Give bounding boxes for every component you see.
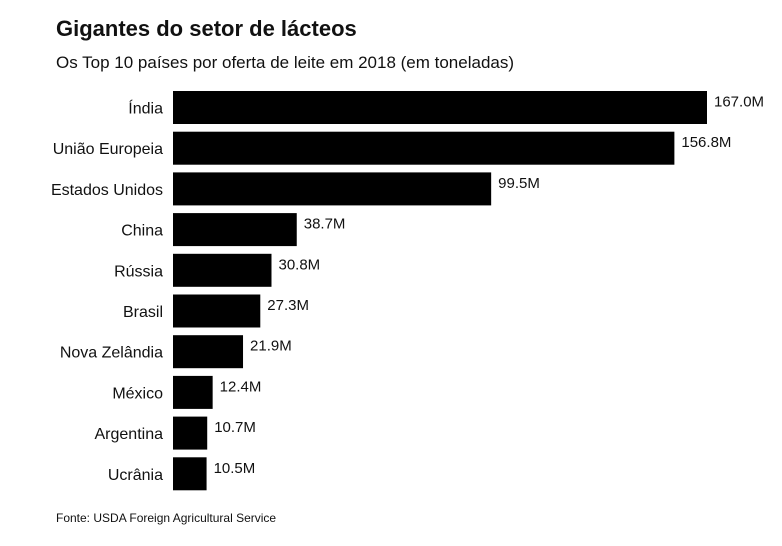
value-label-india: 167.0M <box>714 94 764 111</box>
bar-nova-zelandia <box>173 335 244 369</box>
category-label-russia: Rússia <box>114 263 163 280</box>
bar-india <box>173 91 707 124</box>
category-label-mexico: México <box>112 385 163 402</box>
category-label-uniao-europeia: União Europeia <box>53 141 163 158</box>
value-label-uniao-europeia: 156.8M <box>681 134 731 151</box>
category-label-nova-zelandia: Nova Zelândia <box>60 345 163 362</box>
category-label-china: China <box>121 223 163 240</box>
value-label-mexico: 12.4M <box>220 378 262 395</box>
bar-uniao-europeia <box>173 131 675 165</box>
value-label-argentina: 10.7M <box>214 419 256 436</box>
chart-subtitle: Os Top 10 países por oferta de leite em … <box>56 53 515 72</box>
bar-estados-unidos <box>173 172 492 206</box>
chart-title: Gigantes do setor de lácteos <box>56 16 357 41</box>
category-label-argentina: Argentina <box>95 426 164 443</box>
value-label-brasil: 27.3M <box>267 297 309 314</box>
value-label-ucrania: 10.5M <box>214 460 256 477</box>
bar-china <box>173 213 297 247</box>
bar-russia <box>173 253 272 287</box>
bar-mexico <box>173 375 213 409</box>
bar-brasil <box>173 294 261 328</box>
source-note: Fonte: USDA Foreign Agricultural Service <box>56 511 277 525</box>
category-label-brasil: Brasil <box>123 304 163 321</box>
bar-ucrania <box>173 457 207 491</box>
value-label-nova-zelandia: 21.9M <box>250 338 292 355</box>
value-label-china: 38.7M <box>304 216 346 233</box>
category-label-estados-unidos: Estados Unidos <box>51 182 163 199</box>
category-label-india: Índia <box>128 99 163 118</box>
value-label-russia: 30.8M <box>278 256 320 273</box>
bar-argentina <box>173 416 208 450</box>
category-label-ucrania: Ucrânia <box>108 467 163 484</box>
value-label-estados-unidos: 99.5M <box>498 175 540 192</box>
